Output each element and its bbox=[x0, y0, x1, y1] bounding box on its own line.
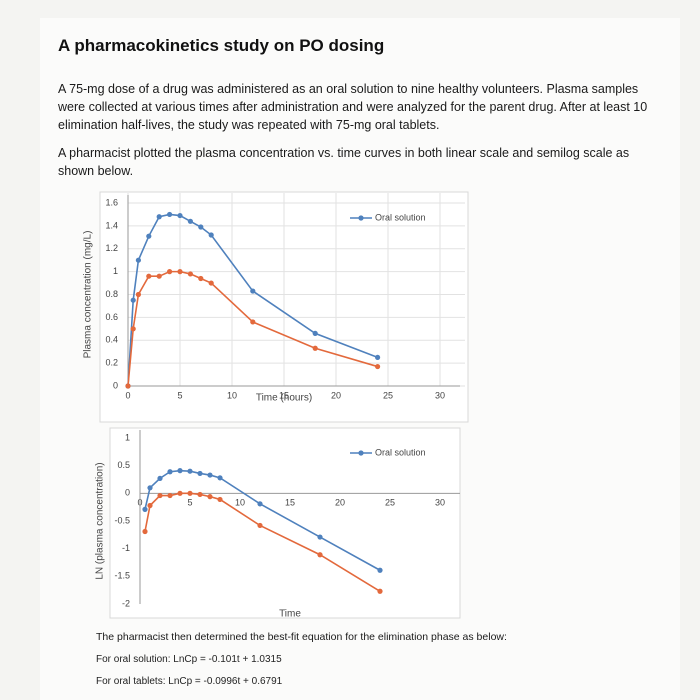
x-tick-label: 5 bbox=[187, 498, 192, 508]
data-point bbox=[312, 345, 318, 351]
data-point bbox=[250, 288, 256, 294]
y-tick-label: -1.5 bbox=[114, 571, 130, 581]
chart-linear: 0 0.2 0.4 0.6 0.8 1 1.2 1.4 1.6 0 5 10 15 20 25 30 Time … bbox=[83, 191, 469, 423]
legend-label: Oral solution bbox=[375, 212, 426, 222]
y-tick-label: 1.6 bbox=[105, 197, 118, 207]
data-point bbox=[135, 257, 141, 263]
x-tick-label: 20 bbox=[335, 498, 345, 508]
x-axis-label: Time (hours) bbox=[256, 393, 312, 404]
data-point bbox=[157, 475, 163, 481]
data-point bbox=[146, 273, 152, 279]
y-tick-label: 0.5 bbox=[117, 460, 130, 470]
data-point bbox=[208, 232, 214, 238]
y-tick-label: 1.4 bbox=[105, 220, 118, 230]
data-point bbox=[142, 528, 148, 535]
data-point bbox=[156, 214, 162, 220]
data-point bbox=[187, 490, 193, 496]
data-point bbox=[125, 383, 131, 389]
data-point bbox=[375, 354, 381, 361]
data-point bbox=[317, 534, 323, 540]
data-point bbox=[257, 522, 263, 529]
x-tick-label: 25 bbox=[385, 498, 395, 508]
data-point bbox=[207, 494, 213, 500]
data-point bbox=[142, 506, 148, 512]
x-tick-label: 15 bbox=[285, 498, 295, 508]
data-point bbox=[177, 490, 183, 496]
y-tick-label: 1 bbox=[125, 432, 130, 442]
data-point bbox=[167, 269, 173, 275]
paragraph: The pharmacist then determined the best-… bbox=[96, 631, 507, 643]
title: A pharmacokinetics study on PO dosing bbox=[58, 36, 385, 55]
data-point bbox=[157, 492, 163, 499]
chart-frame bbox=[109, 427, 461, 619]
data-point bbox=[167, 492, 173, 499]
data-point bbox=[135, 291, 141, 298]
data-point bbox=[187, 218, 193, 224]
y-tick-label: 0.6 bbox=[105, 312, 118, 322]
y-tick-label: 1.2 bbox=[105, 243, 118, 253]
y-tick-label: 0.8 bbox=[105, 289, 118, 299]
x-tick-label: 15 bbox=[279, 390, 289, 400]
x-axis-label: Time bbox=[279, 609, 301, 620]
data-point bbox=[312, 330, 318, 336]
y-axis-label: Plasma concentration (mg/L) bbox=[83, 231, 94, 359]
paragraph: A 75-mg dose of a drug was administered … bbox=[58, 82, 648, 132]
data-point bbox=[375, 363, 381, 370]
data-point bbox=[208, 280, 214, 286]
x-tick-label: 10 bbox=[235, 498, 245, 508]
y-tick-label: -0.5 bbox=[114, 515, 130, 525]
y-tick-label: 0 bbox=[113, 380, 118, 390]
x-tick-label: 10 bbox=[227, 390, 237, 400]
data-point bbox=[177, 212, 183, 219]
y-tick-label: 0 bbox=[125, 488, 130, 498]
data-point bbox=[187, 271, 193, 277]
data-point bbox=[167, 211, 173, 218]
x-tick-label: 0 bbox=[125, 390, 130, 400]
equation: For oral solution: LnCp = -0.101t + 1.03… bbox=[96, 654, 282, 665]
chart-semilog: -2-1.5-1-0.500.51051015202530TimeLN (pla… bbox=[95, 427, 461, 620]
equation: For oral tablets: LnCp = -0.0996t + 0.67… bbox=[96, 676, 283, 687]
y-tick-label: 0.2 bbox=[105, 358, 118, 368]
data-point bbox=[197, 470, 203, 477]
x-tick-label: 20 bbox=[331, 390, 341, 400]
data-point bbox=[217, 496, 223, 503]
x-tick-label: 30 bbox=[435, 390, 445, 400]
data-point bbox=[147, 502, 153, 509]
data-point bbox=[377, 567, 383, 573]
data-point bbox=[156, 273, 162, 279]
legend-marker bbox=[358, 215, 364, 221]
legend-label: Oral solution bbox=[375, 447, 426, 457]
y-tick-label: -2 bbox=[122, 598, 130, 608]
data-point bbox=[147, 485, 153, 491]
data-point bbox=[317, 552, 323, 558]
data-point bbox=[177, 269, 183, 275]
data-point bbox=[146, 233, 152, 239]
data-point bbox=[377, 588, 383, 594]
data-point bbox=[130, 297, 136, 303]
legend-marker bbox=[358, 450, 364, 456]
data-point bbox=[198, 275, 204, 282]
y-tick-label: 0.4 bbox=[105, 335, 118, 345]
data-point bbox=[177, 468, 183, 474]
data-point bbox=[207, 472, 213, 478]
data-point bbox=[197, 491, 203, 498]
paragraph: A pharmacist plotted the plasma concentr… bbox=[58, 146, 630, 178]
data-point bbox=[250, 319, 256, 325]
x-tick-label: 25 bbox=[383, 390, 393, 400]
data-point bbox=[257, 501, 263, 507]
y-tick-label: -1 bbox=[122, 543, 130, 553]
y-axis-label: LN (plasma concentration) bbox=[95, 462, 106, 579]
x-tick-label: 5 bbox=[177, 390, 182, 400]
y-tick-label: 1 bbox=[113, 266, 118, 276]
data-point bbox=[187, 468, 193, 474]
data-point bbox=[130, 326, 136, 332]
x-tick-label: 30 bbox=[435, 498, 445, 508]
data-point bbox=[167, 469, 173, 475]
data-point bbox=[217, 475, 223, 481]
data-point bbox=[198, 224, 204, 230]
